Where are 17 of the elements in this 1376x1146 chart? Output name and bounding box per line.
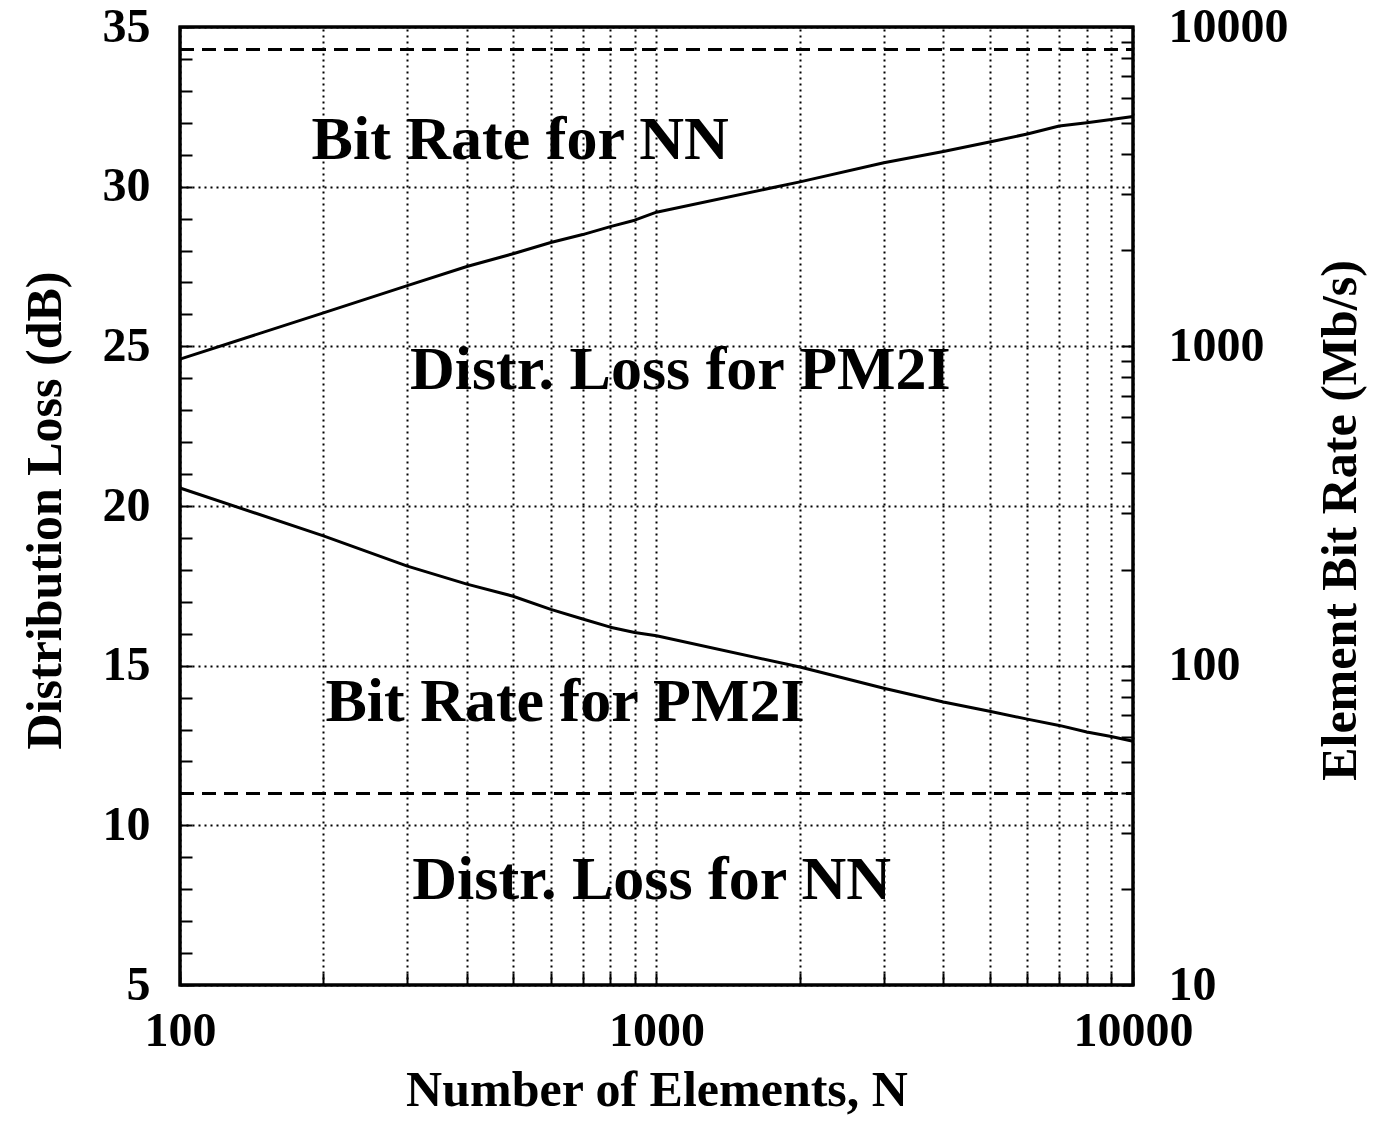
y-tick-label: 10000 [1168,0,1289,52]
y-tick-label: 30 [102,158,151,212]
series-label: Distr. Loss for NN [412,843,892,912]
y-tick-label: 10 [102,796,151,850]
x-axis-title: Number of Elements, N [406,1060,908,1117]
series-label: Bit Rate for NN [311,104,729,173]
y-tick-label: 20 [102,477,151,531]
series-label: Bit Rate for PM2I [325,666,805,735]
y-tick-label: 100 [1168,637,1241,691]
y-axis-title: Element Bit Rate (Mb/s) [1310,260,1367,781]
y-tick-label: 15 [102,637,151,691]
y-tick-label: 35 [102,0,151,52]
y-axis-title: Distribution Loss (dB) [15,271,72,750]
series-label: Distr. Loss for PM2I [409,333,951,402]
y-tick-label: 1000 [1168,317,1265,371]
y-tick-label: 25 [102,317,151,371]
x-tick-label: 1000 [609,1002,705,1056]
